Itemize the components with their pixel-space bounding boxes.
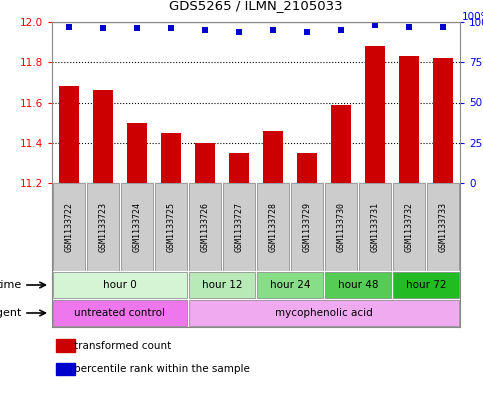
- Point: [371, 22, 379, 28]
- Point: [439, 24, 447, 30]
- Text: GDS5265 / ILMN_2105033: GDS5265 / ILMN_2105033: [169, 0, 343, 12]
- Bar: [155, 183, 187, 271]
- Bar: [426, 183, 459, 271]
- Bar: [359, 183, 391, 271]
- Bar: [331, 105, 351, 183]
- Point: [303, 29, 311, 35]
- Bar: [161, 133, 181, 183]
- Text: hour 12: hour 12: [202, 280, 242, 290]
- Bar: [53, 183, 85, 271]
- Bar: [229, 153, 249, 183]
- Point: [235, 29, 243, 35]
- Bar: [127, 123, 147, 183]
- Bar: [263, 131, 283, 183]
- Text: GSM1133725: GSM1133725: [167, 202, 175, 252]
- Text: 100%: 100%: [462, 12, 483, 22]
- Bar: [399, 56, 419, 183]
- Text: GSM1133733: GSM1133733: [439, 202, 448, 252]
- Text: agent: agent: [0, 308, 22, 318]
- Bar: [56, 340, 75, 352]
- Text: GSM1133728: GSM1133728: [269, 202, 278, 252]
- Text: hour 72: hour 72: [406, 280, 446, 290]
- Bar: [56, 363, 75, 375]
- Text: GSM1133731: GSM1133731: [370, 202, 380, 252]
- Bar: [393, 272, 459, 298]
- Bar: [189, 300, 459, 326]
- Bar: [59, 86, 79, 183]
- Point: [201, 27, 209, 33]
- Bar: [93, 90, 113, 183]
- Text: GSM1133729: GSM1133729: [302, 202, 312, 252]
- Text: hour 24: hour 24: [270, 280, 310, 290]
- Point: [167, 25, 175, 31]
- Text: percentile rank within the sample: percentile rank within the sample: [74, 364, 250, 374]
- Bar: [86, 183, 119, 271]
- Text: GSM1133722: GSM1133722: [65, 202, 73, 252]
- Text: mycophenolic acid: mycophenolic acid: [275, 308, 373, 318]
- Bar: [365, 46, 385, 183]
- Bar: [53, 300, 186, 326]
- Text: hour 0: hour 0: [103, 280, 137, 290]
- Bar: [195, 143, 215, 183]
- Text: transformed count: transformed count: [74, 341, 171, 351]
- Bar: [189, 183, 221, 271]
- Text: GSM1133732: GSM1133732: [404, 202, 413, 252]
- Text: GSM1133724: GSM1133724: [132, 202, 142, 252]
- Bar: [256, 183, 289, 271]
- Text: hour 48: hour 48: [338, 280, 378, 290]
- Bar: [393, 183, 426, 271]
- Text: GSM1133727: GSM1133727: [235, 202, 243, 252]
- Point: [133, 25, 141, 31]
- Point: [269, 27, 277, 33]
- Bar: [121, 183, 153, 271]
- Text: time: time: [0, 280, 22, 290]
- Bar: [223, 183, 256, 271]
- Bar: [297, 153, 317, 183]
- Point: [99, 25, 107, 31]
- Point: [405, 24, 413, 30]
- Text: untreated control: untreated control: [74, 308, 166, 318]
- Bar: [326, 272, 391, 298]
- Text: GSM1133730: GSM1133730: [337, 202, 345, 252]
- Bar: [325, 183, 357, 271]
- Point: [337, 27, 345, 33]
- Bar: [189, 272, 255, 298]
- Bar: [291, 183, 323, 271]
- Point: [65, 24, 73, 30]
- Text: GSM1133723: GSM1133723: [99, 202, 108, 252]
- Bar: [257, 272, 323, 298]
- Text: GSM1133726: GSM1133726: [200, 202, 210, 252]
- Bar: [53, 272, 186, 298]
- Bar: [433, 58, 453, 183]
